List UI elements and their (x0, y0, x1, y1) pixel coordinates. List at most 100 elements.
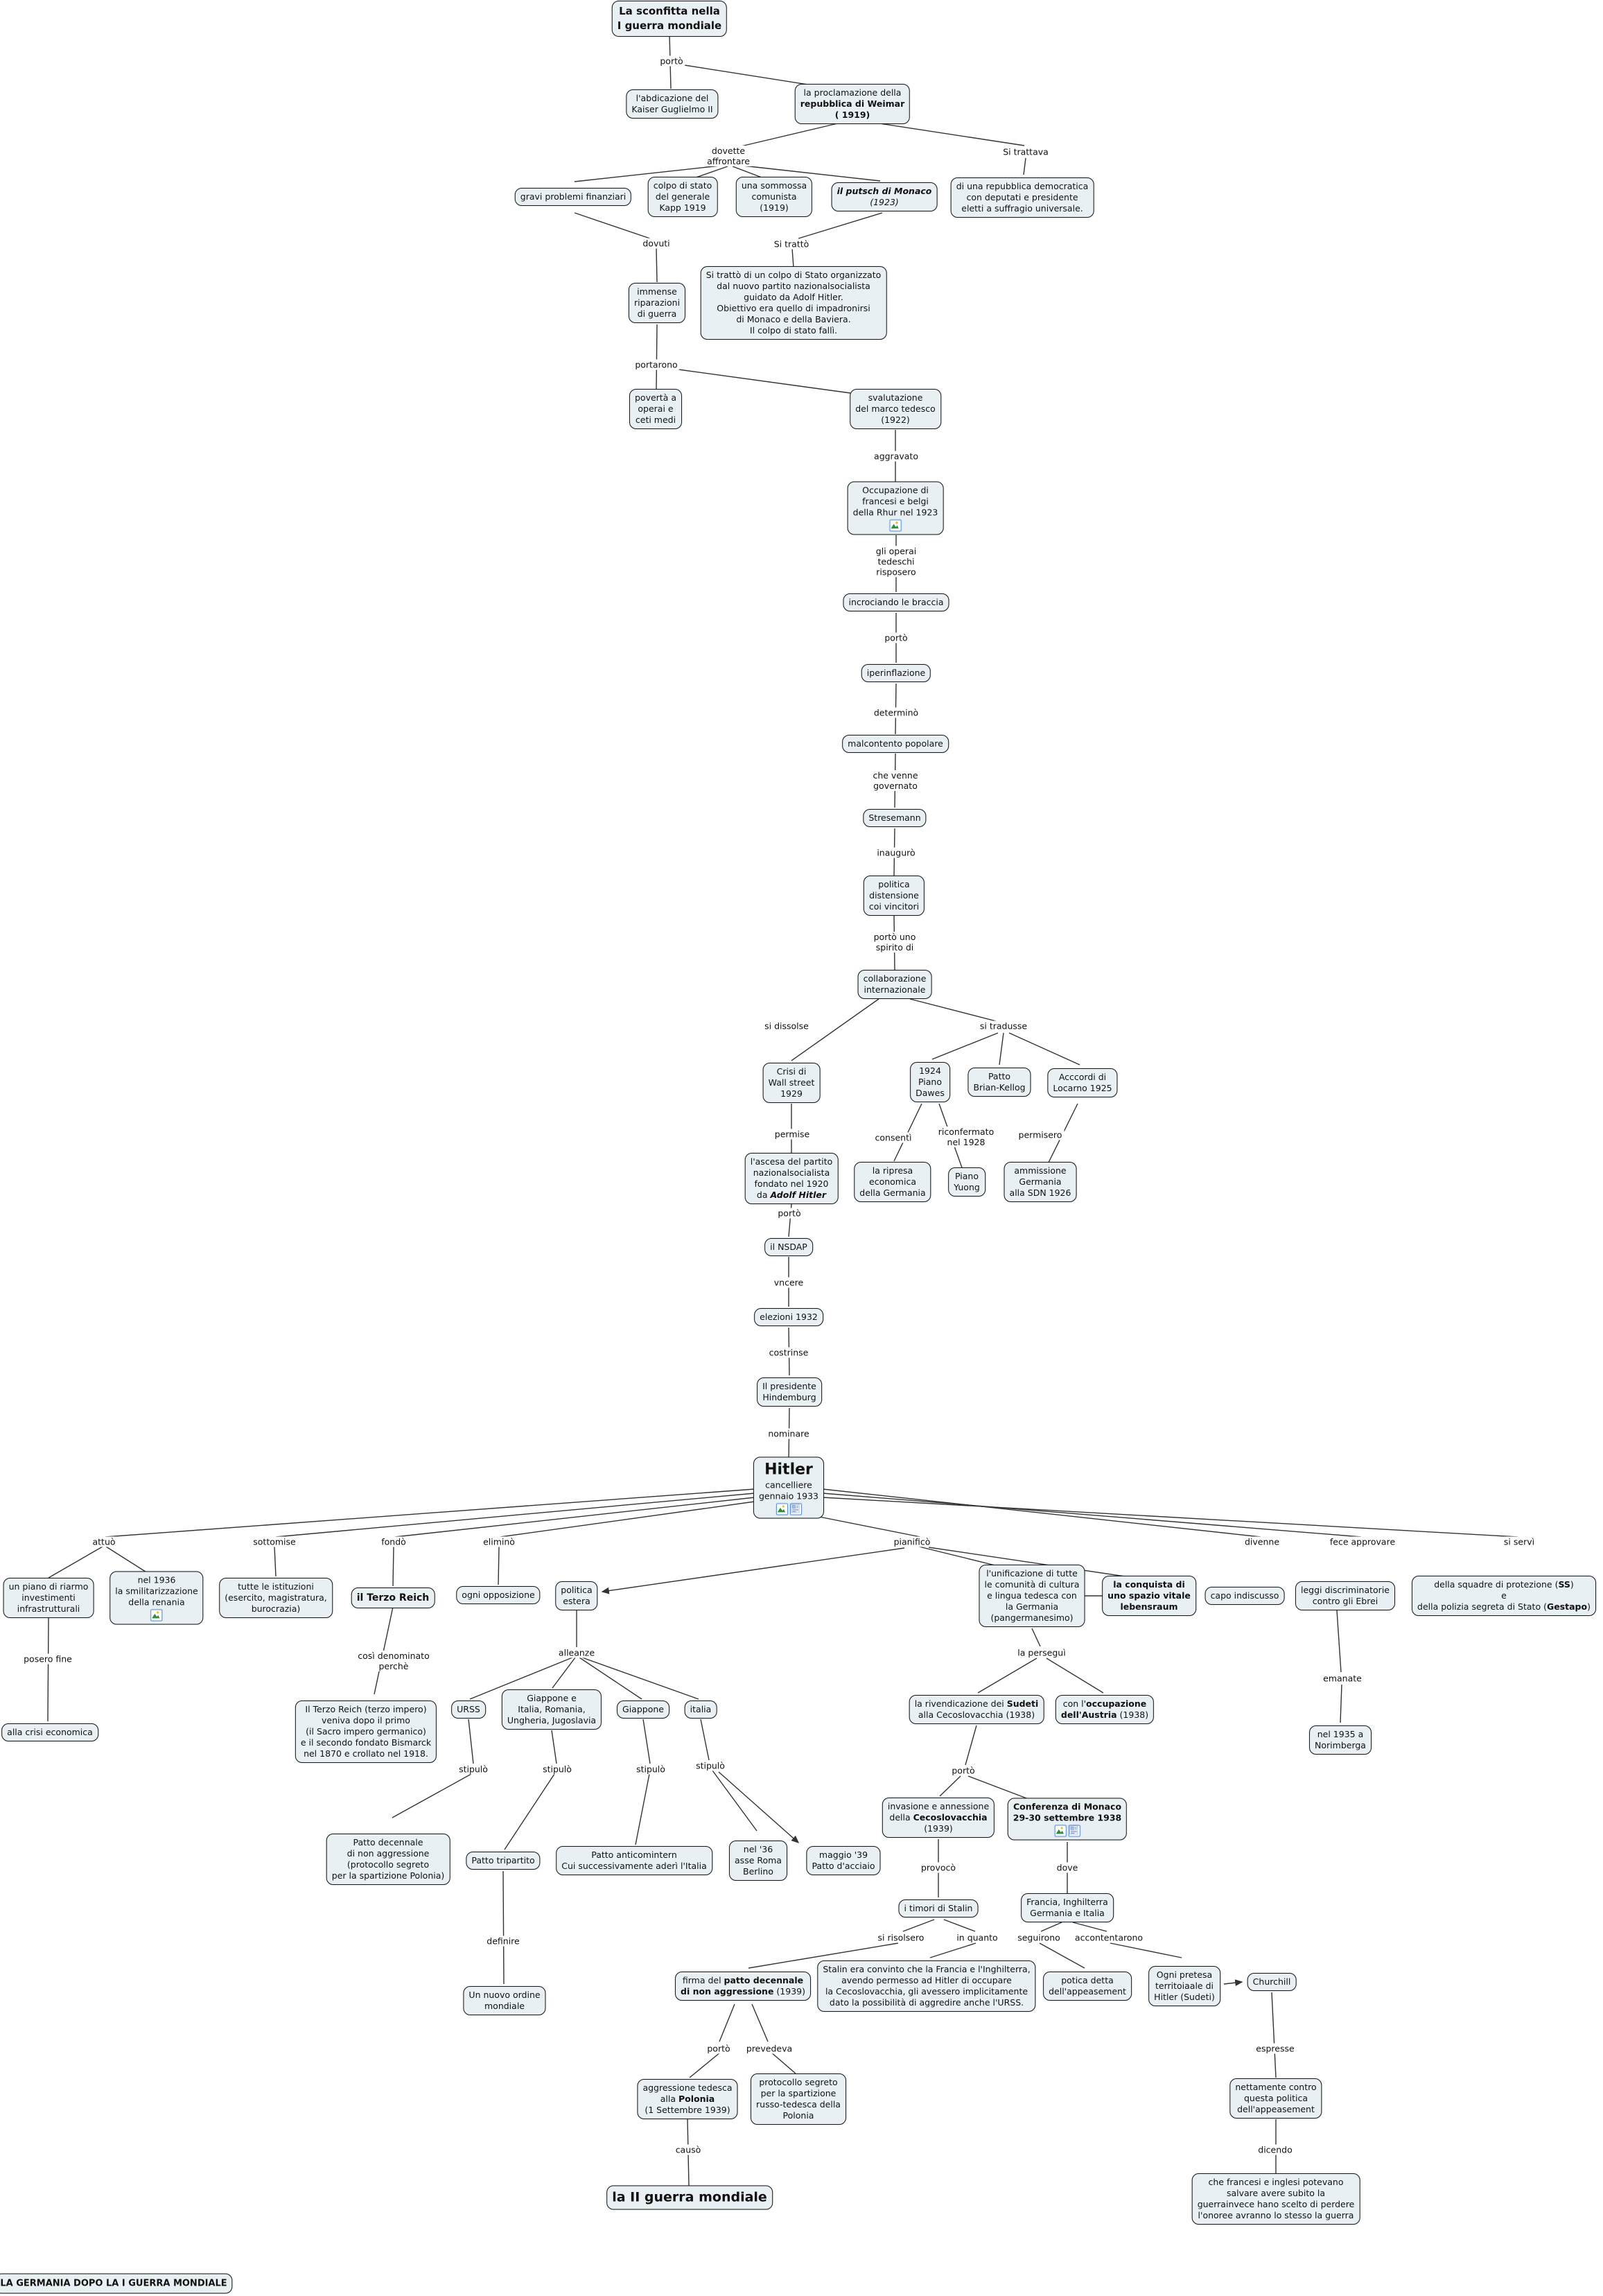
node-ammissione-sdn[interactable]: ammissione Germania alla SDN 1926 (1004, 1162, 1077, 1202)
node-crisi-wallstreet[interactable]: Crisi di Wall street 1929 (762, 1063, 821, 1103)
node-aggressione-polonia[interactable]: aggressione tedesca alla Polonia (1 Settem… (637, 2079, 738, 2119)
link-label[interactable]: portò (882, 632, 910, 643)
node-francesi-inglesi[interactable]: che francesi e inglesi potevano salvare a… (1191, 2173, 1360, 2225)
link-label[interactable]: si risolsero (875, 1932, 927, 1943)
link-label[interactable]: che venne governato (870, 770, 920, 791)
node-leggi-discriminatorie[interactable]: leggi discriminatorie contro gli Ebrei (1295, 1581, 1395, 1610)
node-nuovo-ordine[interactable]: Un nuovo ordine mondiale (463, 1986, 546, 2015)
node-colpo-kapp[interactable]: colpo di stato del generale Kapp 1919 (647, 177, 718, 217)
link-label[interactable]: alleanze (556, 1647, 597, 1658)
link-label[interactable]: fece approvare (1327, 1536, 1398, 1547)
node-piano-riarmo[interactable]: un piano di riarmo investimenti infrastrut… (3, 1578, 94, 1618)
node-istituzioni[interactable]: tutte le istituzioni (esercito, magistrat… (219, 1578, 333, 1618)
node-timori-stalin[interactable]: i timori di Stalin (898, 1899, 979, 1917)
node-giappone-italia[interactable]: Giappone e Italia, Romania, Ungheria, Jugo… (501, 1689, 602, 1730)
node-squadre-protezione[interactable]: della squadre di protezione (SS) e della p… (1412, 1576, 1596, 1616)
link-label[interactable]: portò (776, 1208, 803, 1219)
node-patto-tripartito[interactable]: Patto tripartito (466, 1852, 541, 1870)
link-label[interactable]: nominare (766, 1428, 812, 1439)
node-nettamente-contro[interactable]: nettamente contro questa politica dell'app… (1229, 2078, 1322, 2119)
node-sommossa[interactable]: una sommossa comunista (1919) (735, 177, 813, 217)
link-label[interactable]: costrinse (767, 1347, 811, 1358)
node-giappone[interactable]: Giappone (617, 1701, 669, 1719)
link-label[interactable]: fondò (379, 1536, 408, 1547)
image-resource-icon[interactable] (1054, 1825, 1067, 1837)
node-politica-distensione[interactable]: politica distensione coi vincitori (863, 876, 925, 916)
node-protocollo-segreto[interactable]: protocollo segreto per la spartizione russ… (751, 2073, 846, 2125)
link-label[interactable]: si servì (1501, 1536, 1537, 1547)
link-label[interactable]: vncere (771, 1277, 806, 1288)
node-hitler[interactable]: Hitler cancelliere gennaio 1933 (753, 1456, 825, 1519)
node-firma-patto[interactable]: firma del patto decennale di non aggressi… (675, 1972, 811, 2001)
node-smilitarizzazione[interactable]: nel 1936 la smilitarizzazione della renani… (110, 1571, 204, 1625)
node-locarno[interactable]: Acccordi di Locarno 1925 (1047, 1068, 1118, 1097)
node-capo-indiscusso[interactable]: capo indiscusso (1205, 1587, 1285, 1605)
node-churchill[interactable]: Churchill (1247, 1973, 1297, 1991)
link-label[interactable]: seguirono (1015, 1932, 1062, 1943)
node-hindemburg[interactable]: Il presidente Hindemburg (757, 1377, 822, 1407)
node-collaborazione[interactable]: collaborazione internazionale (857, 970, 932, 999)
link-label[interactable]: accontentarono (1072, 1932, 1146, 1943)
link-label[interactable]: portò (658, 55, 685, 67)
link-label[interactable]: prevedeva (744, 2043, 795, 2054)
link-label[interactable]: provocò (918, 1862, 958, 1873)
node-abdicazione[interactable]: l'abdicazione del Kaiser Guglielmo II (626, 89, 719, 119)
link-label[interactable]: consentì (873, 1132, 914, 1143)
node-si-tratto-testo[interactable]: Si trattò di un colpo di Stato organizza… (700, 266, 887, 340)
node-terzo-reich[interactable]: il Terzo Reich (351, 1588, 435, 1608)
link-label[interactable]: permisero (1016, 1129, 1065, 1140)
node-lebensraum[interactable]: la conquista di uno spazio vitale lebensra… (1102, 1576, 1196, 1616)
link-label[interactable]: eliminò (481, 1536, 517, 1547)
node-putsch[interactable]: il putsch di Monaco (1923) (831, 182, 938, 211)
node-gravi-problemi[interactable]: gravi problemi finanziari (514, 188, 632, 206)
node-patto-anticomintern[interactable]: Patto anticomintern Cui successivamente a… (556, 1846, 712, 1875)
document-resource-icon[interactable] (1068, 1825, 1080, 1837)
node-svalutazione[interactable]: svalutazione del marco tedesco (1922) (850, 389, 941, 429)
link-label[interactable]: portò uno spirito di (871, 932, 918, 953)
node-ascesa-partito[interactable]: l'ascesa del partito nazionalsocialista fo… (744, 1153, 839, 1204)
node-italia[interactable]: italia (684, 1701, 717, 1719)
node-immense-riparazioni[interactable]: immense riparazioni di guerra (628, 283, 686, 323)
link-label[interactable]: definire (484, 1936, 522, 1947)
link-label[interactable]: dicendo (1256, 2144, 1295, 2155)
node-asse-roma-berlino[interactable]: nel '36 asse Roma Berlino (729, 1841, 787, 1881)
link-label[interactable]: posero fine (21, 1653, 74, 1664)
node-elezioni-1932[interactable]: elezioni 1932 (754, 1308, 823, 1326)
link-label[interactable]: stipulò (634, 1764, 667, 1775)
image-resource-icon[interactable] (150, 1609, 163, 1621)
node-occupazione-austria[interactable]: con l'occupazione dell'Austria (1938) (1055, 1695, 1155, 1724)
link-label[interactable]: portò (705, 2043, 733, 2054)
node-urss[interactable]: URSS (451, 1701, 486, 1719)
node-rivendicazione-sudeti[interactable]: la rivendicazione dei Sudeti alla Cecoslo… (909, 1695, 1044, 1724)
node-incrociando[interactable]: incrociando le braccia (843, 593, 949, 611)
link-label[interactable]: aggravato (872, 451, 920, 462)
node-brian-kellog[interactable]: Patto Brian-Kellog (967, 1068, 1031, 1097)
node-iperinflazione[interactable]: iperinflazione (861, 664, 931, 682)
link-label[interactable]: emanate (1321, 1673, 1364, 1684)
link-label[interactable]: pianificò (891, 1536, 933, 1547)
link-label[interactable]: Si trattò (771, 238, 812, 250)
node-crisi-economica[interactable]: alla crisi economica (1, 1723, 98, 1741)
link-label[interactable]: inaugurò (875, 847, 918, 858)
node-francia-inghilterra[interactable]: Francia, Inghilterra Germania e Italia (1021, 1893, 1114, 1922)
link-label[interactable]: Si trattava (1001, 146, 1051, 157)
link-label[interactable]: causò (673, 2144, 703, 2155)
node-politica-estera[interactable]: politica estera (555, 1581, 598, 1610)
node-occupazione-rhur[interactable]: Occupazione di francesi e belgi della Rhur… (847, 481, 944, 535)
node-ii-guerra-mondiale[interactable]: la II guerra mondiale (606, 2185, 773, 2210)
node-piano-yuong[interactable]: Piano Yuong (948, 1167, 986, 1197)
node-patto-acciaio[interactable]: maggio '39 Patto d'acciaio (806, 1846, 881, 1875)
link-label[interactable]: dove (1054, 1862, 1080, 1873)
node-invasione-cecoslovacchia[interactable]: invasione e annessione della Cecoslovacch… (882, 1798, 995, 1838)
link-label[interactable]: così denominato perchè (356, 1651, 432, 1671)
image-resource-icon[interactable] (889, 519, 902, 532)
node-poverta[interactable]: povertà a operai e ceti medi (629, 389, 683, 429)
link-label[interactable]: espresse (1254, 2043, 1297, 2054)
link-label[interactable]: riconfermato nel 1928 (936, 1127, 997, 1147)
link-label[interactable]: si dissolse (762, 1020, 811, 1032)
link-label[interactable]: portarono (633, 359, 680, 370)
link-label[interactable]: stipulò (457, 1764, 490, 1775)
node-patto-decennale[interactable]: Patto decennale di non aggressione (protoc… (326, 1834, 450, 1885)
node-ogni-opposizione[interactable]: ogni opposizione (456, 1586, 541, 1604)
node-ogni-pretesa[interactable]: Ogni pretesa territoiaale di Hitler (Sudet… (1148, 1966, 1220, 2006)
